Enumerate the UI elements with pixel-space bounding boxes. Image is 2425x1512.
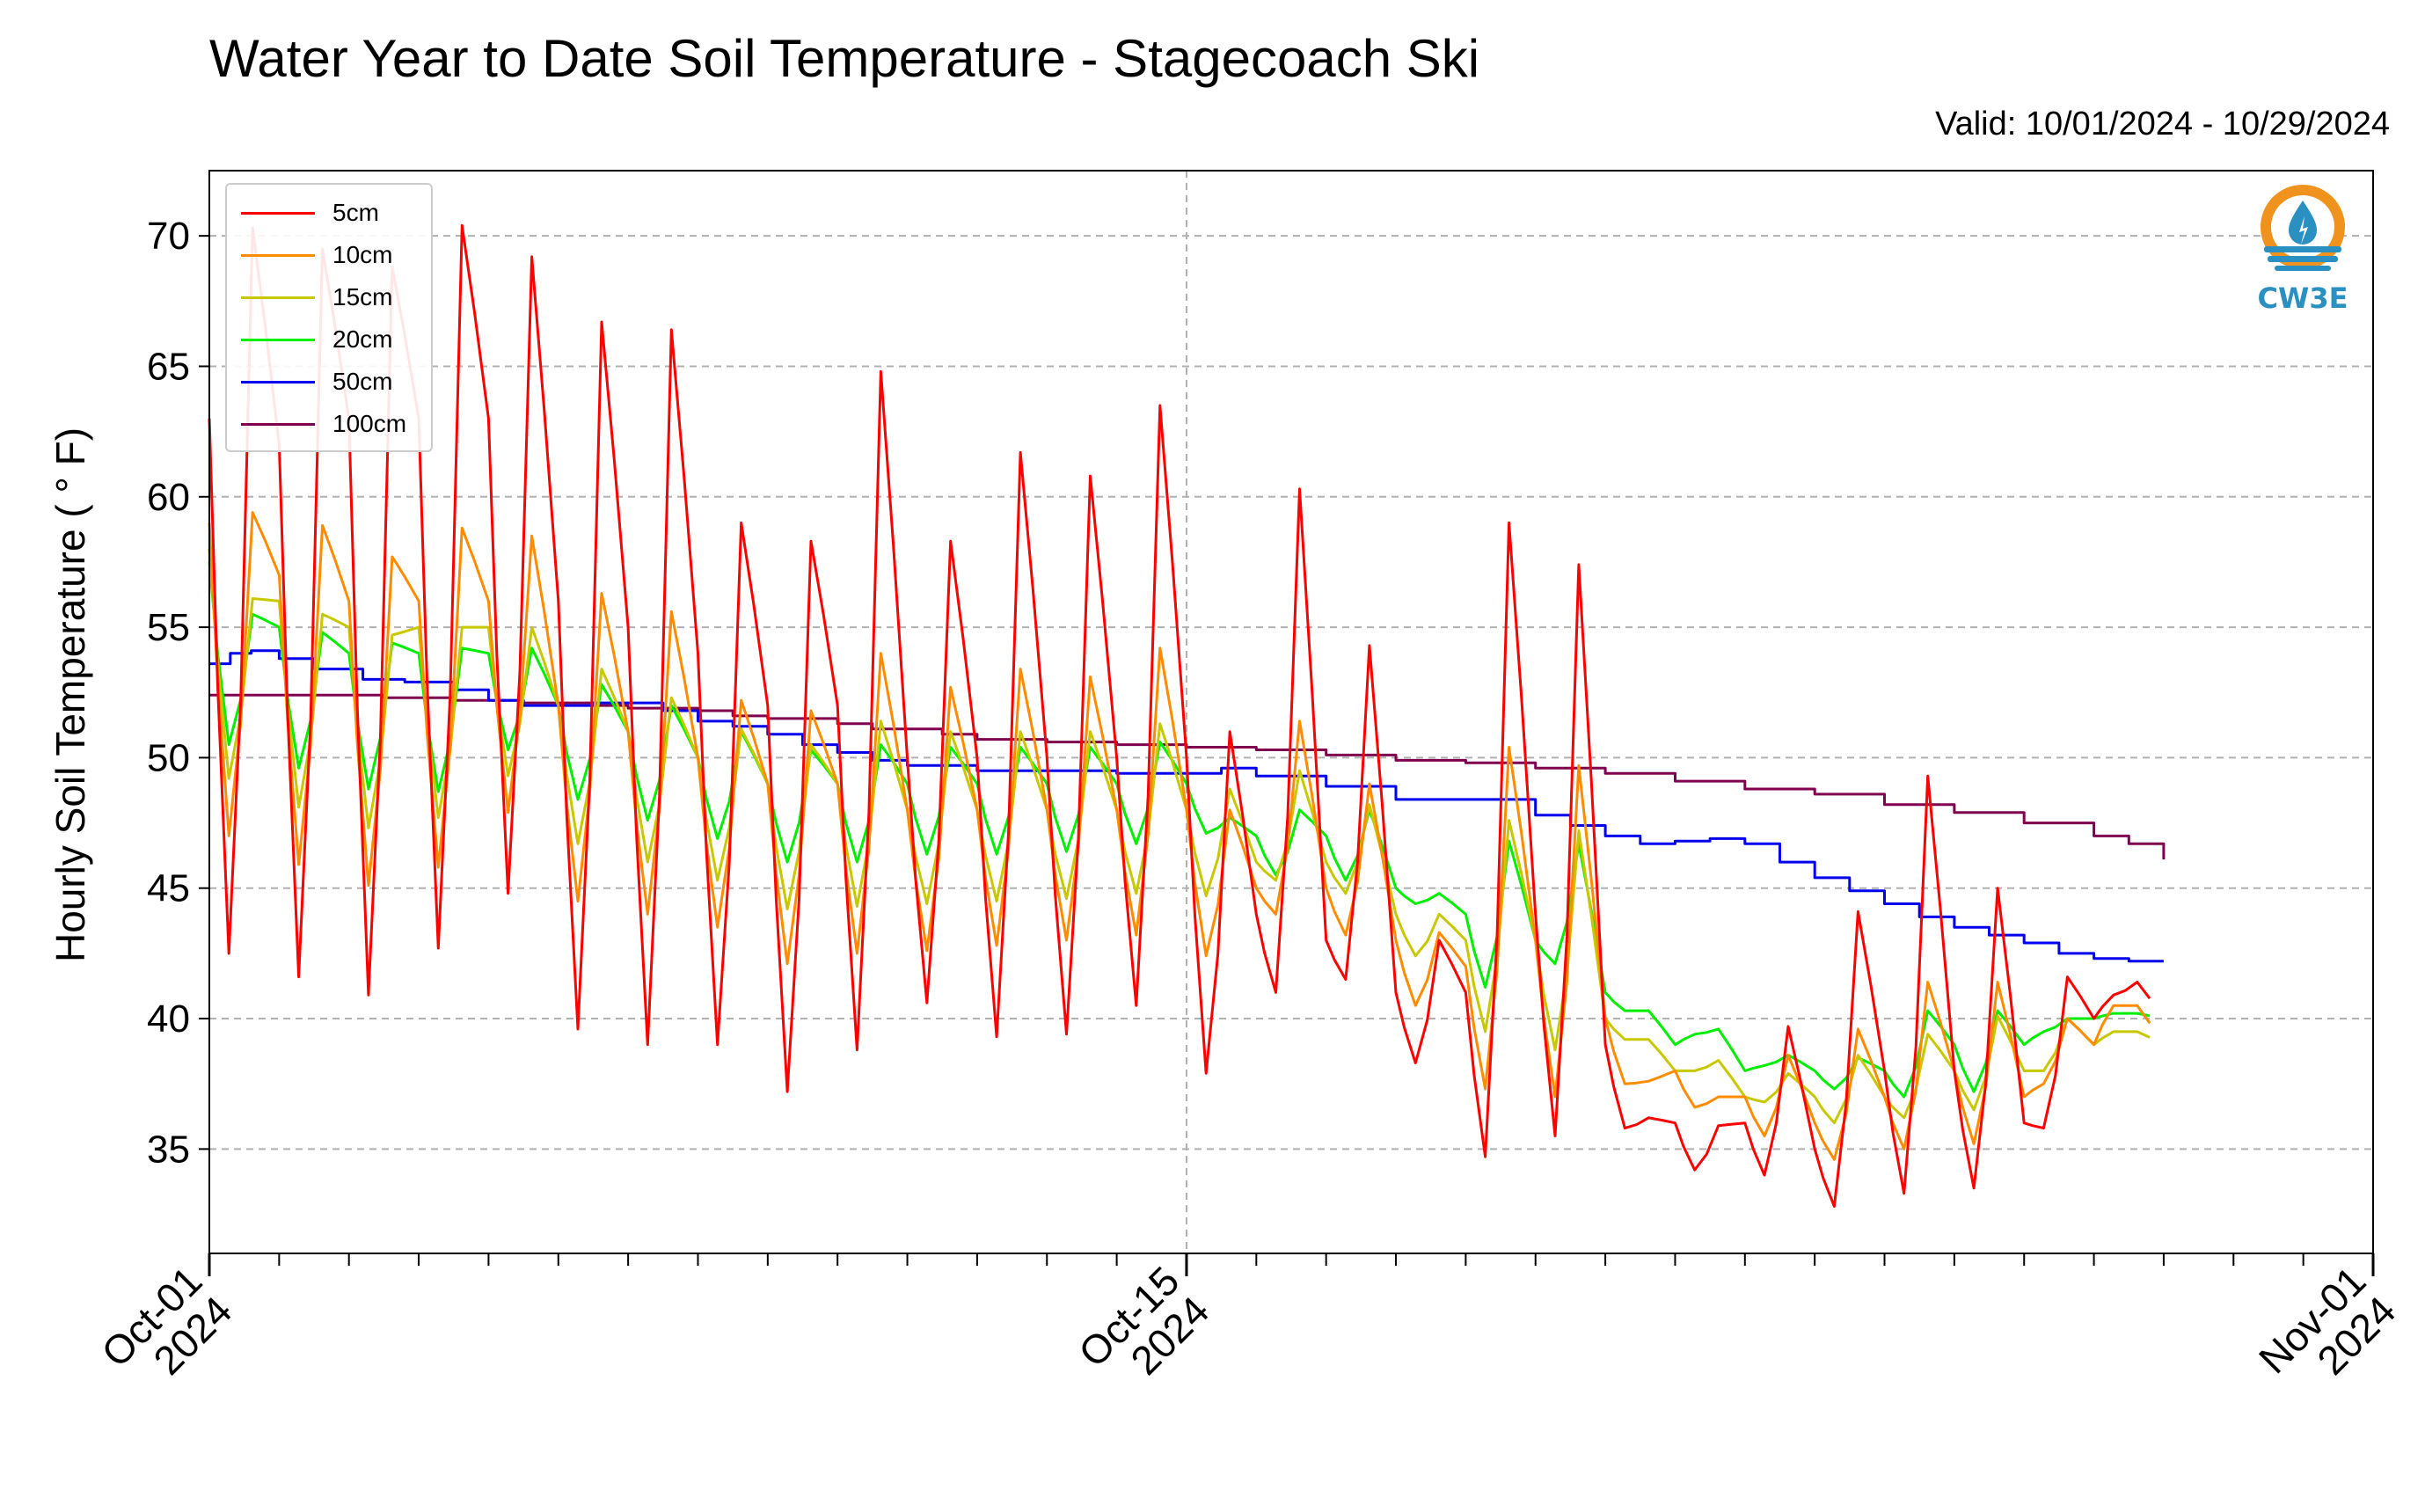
legend-item-50cm: 50cm	[232, 361, 426, 403]
legend-item-20cm: 20cm	[232, 318, 426, 361]
legend-swatch-10cm	[241, 253, 315, 257]
y-tick-label: 35	[147, 1128, 190, 1171]
series-line-5cm	[208, 223, 2151, 1209]
legend-swatch-5cm	[241, 211, 315, 215]
y-tick-label: 60	[147, 476, 190, 519]
legend-label-5cm: 5cm	[332, 199, 379, 226]
legend-swatch-20cm	[241, 338, 315, 341]
y-tick-label: 50	[147, 736, 190, 779]
legend-label-15cm: 15cm	[332, 283, 393, 310]
chart-title: Water Year to Date Soil Temperature - St…	[209, 29, 1480, 88]
valid-date-range: Valid: 10/01/2024 - 10/29/2024	[1935, 106, 2390, 142]
legend-label-50cm: 50cm	[332, 368, 393, 395]
series-line-50cm	[209, 649, 2164, 963]
legend-item-100cm: 100cm	[232, 403, 426, 445]
legend-label-20cm: 20cm	[332, 325, 393, 353]
y-tick-label: 65	[147, 345, 190, 388]
cw3e-logo-icon	[2261, 185, 2345, 271]
chart-legend: 5cm 10cm 15cm 20cm 50cm 100cm	[225, 183, 433, 452]
cw3e-logo: CW3E	[2253, 181, 2352, 322]
series-line-20cm	[208, 561, 2151, 1099]
plot-frame	[208, 170, 2374, 1254]
legend-label-100cm: 100cm	[332, 410, 407, 437]
y-tick-label: 40	[147, 997, 190, 1041]
legend-swatch-50cm	[241, 380, 315, 383]
y-tick-label: 45	[147, 867, 190, 910]
legend-item-5cm: 5cm	[232, 192, 426, 234]
series-line-15cm	[208, 548, 2151, 1125]
cw3e-logo-text: CW3E	[2257, 281, 2348, 315]
legend-swatch-100cm	[241, 422, 315, 426]
y-tick-label: 70	[147, 215, 190, 258]
legend-item-15cm: 15cm	[232, 276, 426, 318]
series-line-10cm	[208, 511, 2151, 1161]
legend-item-10cm: 10cm	[232, 234, 426, 276]
legend-swatch-15cm	[241, 296, 315, 299]
legend-label-10cm: 10cm	[332, 241, 393, 268]
y-tick-label: 55	[147, 606, 190, 649]
